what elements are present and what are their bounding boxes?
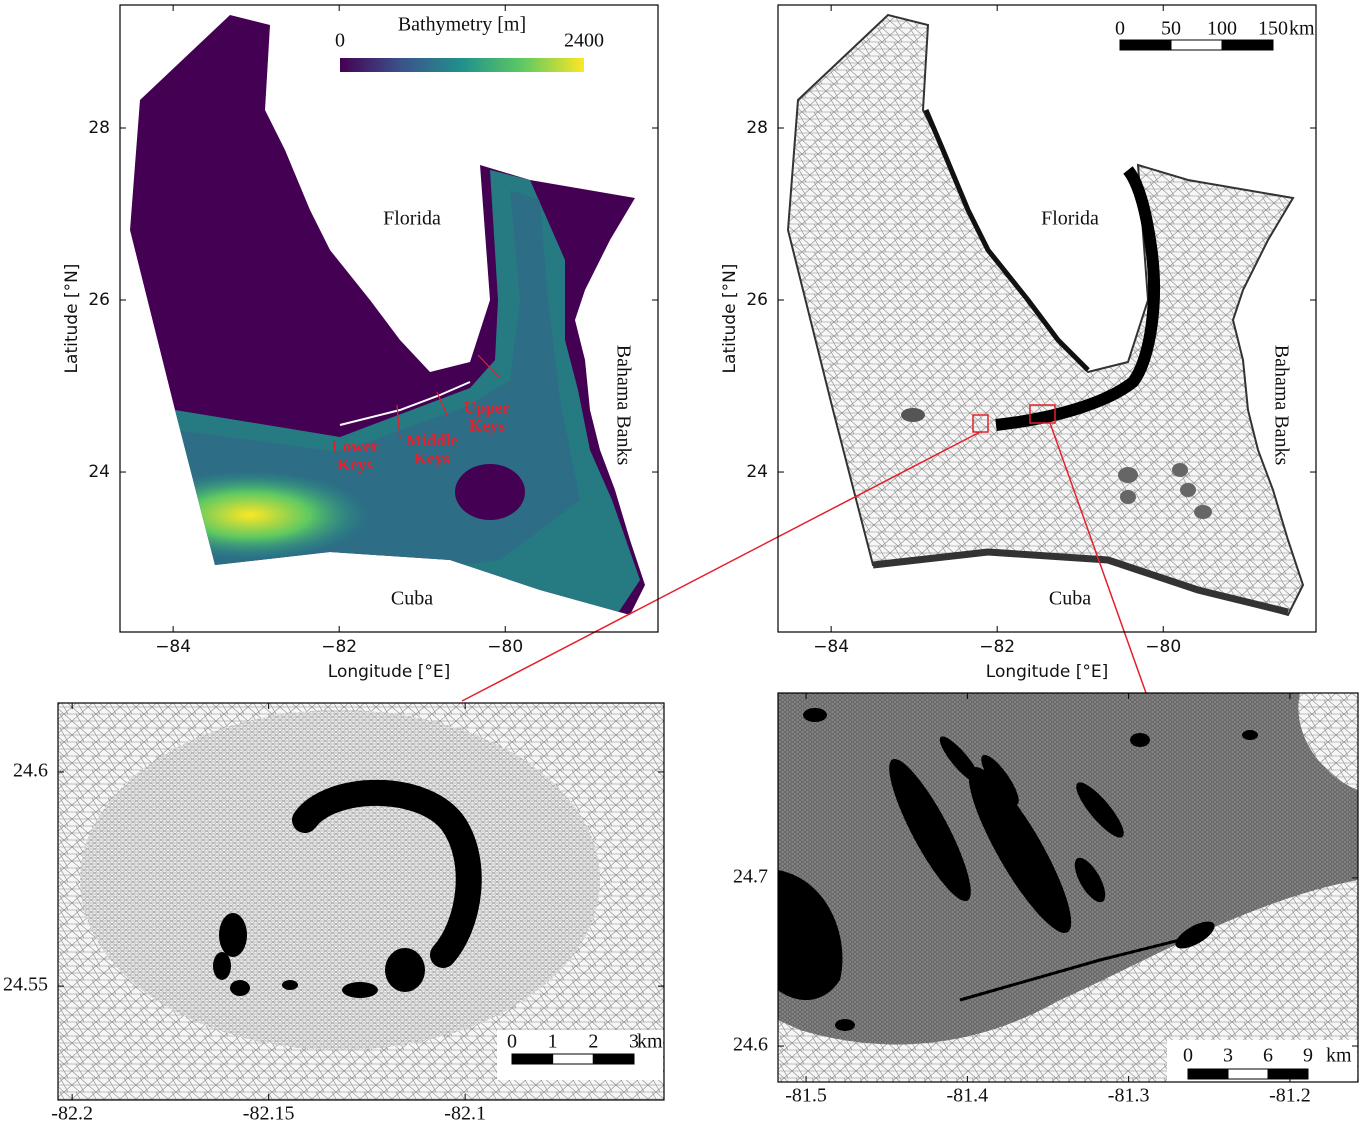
y-tick-label: 24	[746, 462, 768, 482]
y-tick-label: 24.6	[13, 760, 48, 782]
scale-bar-label: 0	[1115, 18, 1125, 40]
y-tick-label: 24.7	[733, 866, 768, 888]
scale-bar-label: 6	[1263, 1045, 1273, 1067]
x-axis-label: Longitude [°E]	[328, 662, 450, 682]
x-tick-label: -81.2	[1269, 1085, 1311, 1107]
colorbar-title: Bathymetry [m]	[398, 14, 526, 36]
x-tick-label: -82.2	[51, 1103, 93, 1125]
y-tick-label: 28	[88, 118, 110, 138]
annotation: Keys	[469, 416, 505, 435]
scale-bar-segment	[1267, 1068, 1309, 1080]
y-axis-label: Latitude [°N]	[720, 264, 740, 374]
scale-bar-segment	[592, 1053, 635, 1065]
y-tick-label: 28	[746, 118, 768, 138]
mesh-map	[787, 14, 1304, 616]
x-tick-label: -81.5	[785, 1085, 827, 1107]
scale-bar-segment	[511, 1053, 554, 1065]
place-label: Florida	[1041, 208, 1099, 230]
scale-bar-unit: km	[1326, 1045, 1352, 1067]
x-tick-label: -81.3	[1108, 1085, 1150, 1107]
x-tick-label: −82	[979, 637, 1015, 657]
scale-bar-label: 9	[1303, 1045, 1313, 1067]
y-tick-label: 24.55	[3, 974, 48, 996]
x-tick-label: −80	[487, 637, 523, 657]
colorbar	[340, 58, 584, 72]
scale-bar-label: 150	[1258, 18, 1288, 40]
scale-bar-label: 100	[1207, 18, 1237, 40]
x-tick-label: -81.4	[947, 1085, 989, 1107]
place-label: Cuba	[1049, 588, 1091, 610]
zoom-mesh-left	[58, 703, 664, 1100]
y-tick-label: 26	[88, 290, 110, 310]
scale-bar-segment	[1221, 39, 1274, 51]
axes-frame	[119, 4, 659, 633]
x-tick-label: -82.1	[444, 1103, 486, 1125]
place-label: Cuba	[391, 588, 433, 610]
y-axis-label: Latitude [°N]	[62, 264, 82, 374]
axes-frame	[57, 702, 665, 1101]
scale-bar-unit: km	[637, 1031, 663, 1053]
x-tick-label: −84	[813, 637, 849, 657]
place-label: Bahama Banks	[1270, 345, 1292, 466]
zoom-boxes	[461, 404, 1147, 702]
scale-bar-label: 3	[1223, 1045, 1233, 1067]
axes-frame	[777, 692, 1359, 1083]
annotation: Keys	[337, 455, 373, 474]
x-tick-label: −84	[155, 637, 191, 657]
key-markers	[396, 354, 501, 441]
x-tick-label: −82	[321, 637, 357, 657]
scale-bar-label: 1	[548, 1031, 558, 1053]
y-tick-label: 24	[88, 462, 110, 482]
scale-bar-label: 2	[588, 1031, 598, 1053]
zoom-mesh-right	[778, 693, 1358, 1082]
colorbar-tick-label: 0	[335, 30, 345, 52]
scale-bar-label: 0	[1183, 1045, 1193, 1067]
x-tick-label: -82.15	[243, 1103, 295, 1125]
place-label: Florida	[383, 208, 441, 230]
scale-bar-segment	[1227, 1068, 1269, 1080]
scale-bar-segment	[1119, 39, 1172, 51]
scale-bar-label: 3	[629, 1031, 639, 1053]
axes-frame	[777, 4, 1317, 633]
y-tick-label: 26	[746, 290, 768, 310]
scale-bar-segment	[1170, 39, 1223, 51]
bathymetry-map	[130, 15, 645, 615]
colorbar-tick-label: 2400	[564, 30, 604, 52]
annotation: Middle	[406, 431, 458, 450]
x-tick-label: −80	[1145, 637, 1181, 657]
scale-bar-label: 50	[1161, 18, 1181, 40]
scale-bar-segment	[552, 1053, 594, 1065]
scale-bar-unit: km	[1289, 18, 1315, 40]
place-label: Bahama Banks	[612, 345, 634, 466]
x-axis-label: Longitude [°E]	[986, 662, 1108, 682]
annotation: Upper	[464, 398, 511, 417]
scale-bar-segment	[1187, 1068, 1229, 1080]
scale-bar-label: 0	[507, 1031, 517, 1053]
annotation: Keys	[414, 449, 450, 468]
annotation: Lower	[331, 437, 379, 456]
y-tick-label: 24.6	[733, 1034, 768, 1056]
